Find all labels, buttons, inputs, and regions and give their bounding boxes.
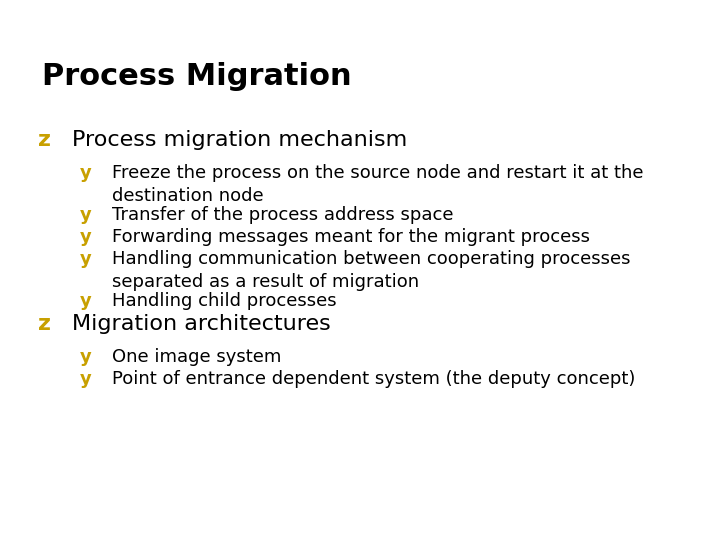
Text: Transfer of the process address space: Transfer of the process address space bbox=[112, 206, 454, 224]
Text: Point of entrance dependent system (the deputy concept): Point of entrance dependent system (the … bbox=[112, 370, 635, 388]
Text: Freeze the process on the source node and restart it at the
destination node: Freeze the process on the source node an… bbox=[112, 164, 644, 205]
Text: Handling communication between cooperating processes
separated as a result of mi: Handling communication between cooperati… bbox=[112, 250, 631, 291]
Text: Forwarding messages meant for the migrant process: Forwarding messages meant for the migran… bbox=[112, 228, 590, 246]
Text: z: z bbox=[38, 314, 51, 334]
Text: Migration architectures: Migration architectures bbox=[72, 314, 330, 334]
Text: y: y bbox=[80, 292, 91, 310]
Text: Handling child processes: Handling child processes bbox=[112, 292, 337, 310]
Text: z: z bbox=[38, 130, 51, 150]
Text: y: y bbox=[80, 228, 91, 246]
Text: y: y bbox=[80, 250, 91, 268]
Text: One image system: One image system bbox=[112, 348, 282, 366]
Text: Process Migration: Process Migration bbox=[42, 62, 351, 91]
Text: y: y bbox=[80, 164, 91, 182]
Text: y: y bbox=[80, 206, 91, 224]
Text: Process migration mechanism: Process migration mechanism bbox=[72, 130, 408, 150]
Text: y: y bbox=[80, 348, 91, 366]
Text: y: y bbox=[80, 370, 91, 388]
